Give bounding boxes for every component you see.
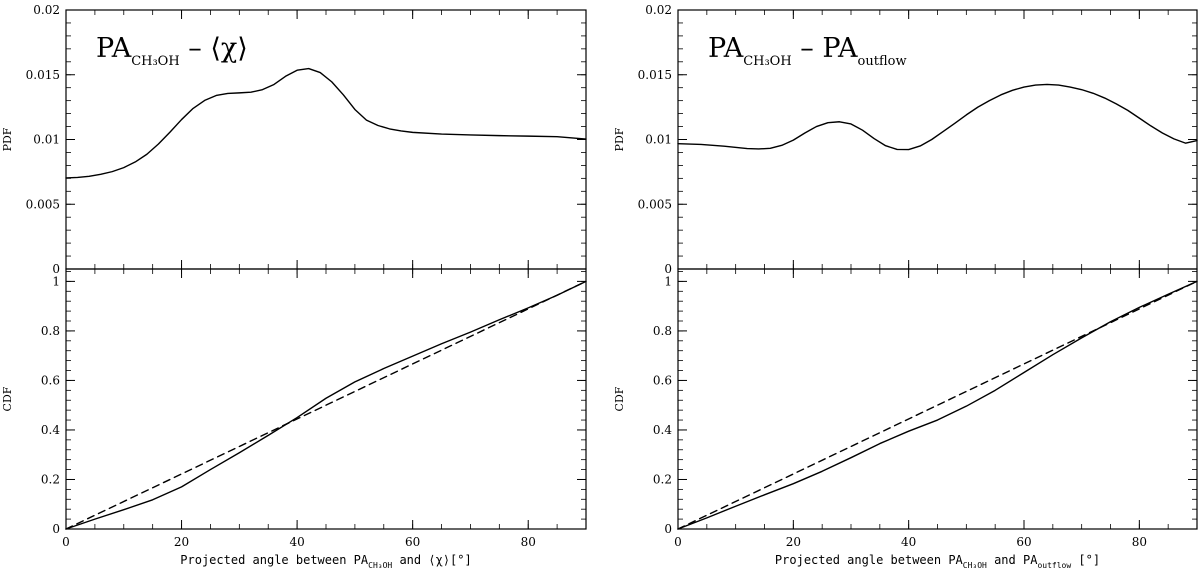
cdf-ytick-label: 0.4 <box>41 423 60 437</box>
pdf-subplot: 0 0.005 0.01 0.015 0.02 PDF <box>613 3 1198 276</box>
cdf-xtick-label: 20 <box>174 535 189 549</box>
cdf-xtick-label: 0 <box>62 535 70 549</box>
cdf-xtick-label: 80 <box>521 535 536 549</box>
cdf-ytick-label: 0.8 <box>41 324 60 338</box>
cdf-ytick-label: 0.2 <box>653 472 672 486</box>
cdf-xtick-label: 0 <box>674 535 682 549</box>
cdf-xtick-label: 40 <box>901 535 916 549</box>
cdf-subplot: 0 0.2 0.4 0.6 0.8 1 0 20 40 60 80 CDF <box>613 268 1198 549</box>
cdf-xtick-label: 20 <box>786 535 801 549</box>
pdf-subplot: 0 0.005 0.01 0.015 0.02 PDF <box>1 3 587 276</box>
pdf-ytick-label: 0.015 <box>638 68 672 82</box>
cdf-ytick-label: 0.4 <box>653 423 672 437</box>
x-axis-label: Projected angle between PACH₃OH and PAou… <box>775 553 1100 570</box>
cdf-xtick-label: 60 <box>405 535 420 549</box>
cdf-series-line-solid <box>65 280 587 530</box>
pdf-ytick-label: 0.01 <box>645 133 672 147</box>
cdf-ylabel: CDF <box>613 386 626 411</box>
pdf-ytick-label: 0 <box>52 262 60 276</box>
pdf-ytick-label: 0.01 <box>33 133 60 147</box>
pdf-ytick-label: 0.015 <box>26 68 60 82</box>
x-axis-label: Projected angle between PACH₃OH and ⟨χ⟩[… <box>180 553 471 570</box>
cdf-ytick-label: 0 <box>52 522 60 536</box>
cdf-ytick-label: 1 <box>52 274 60 288</box>
pdf-ylabel: PDF <box>1 127 14 151</box>
cdf-ytick-label: 1 <box>664 274 672 288</box>
cdf-ytick-label: 0.8 <box>653 324 672 338</box>
cdf-ytick-label: 0 <box>664 522 672 536</box>
cdf-xtick-label: 40 <box>289 535 304 549</box>
cdf-ytick-label: 0.6 <box>41 373 60 387</box>
cdf-series-line-solid <box>677 280 1198 530</box>
pdf-ytick-label: 0.02 <box>645 3 672 17</box>
cdf-series-line-dashed <box>65 280 587 530</box>
cdf-subplot: 0 0.2 0.4 0.6 0.8 1 0 20 40 60 80 CDF <box>1 268 587 549</box>
cdf-axes-frame <box>677 268 1198 530</box>
panel-title: PACH₃OH – PAoutflow <box>708 33 907 69</box>
cdf-series-line-dashed <box>677 280 1198 530</box>
pdf-axes-frame <box>65 9 587 270</box>
cdf-ytick-label: 0.6 <box>653 373 672 387</box>
pdf-ytick-label: 0.02 <box>33 3 60 17</box>
pdf-ylabel: PDF <box>613 127 626 151</box>
cdf-ylabel: CDF <box>1 386 14 411</box>
cdf-ytick-label: 0.2 <box>41 472 60 486</box>
cdf-xtick-label: 80 <box>1132 535 1147 549</box>
pdf-ytick-label: 0.005 <box>638 197 672 211</box>
panel-title: PACH₃OH – ⟨χ⟩ <box>96 33 248 69</box>
cdf-xtick-label: 60 <box>1016 535 1031 549</box>
pdf-series-line-solid <box>65 67 587 179</box>
pdf-axes-frame <box>677 9 1198 270</box>
pdf-series-line-solid <box>677 83 1198 151</box>
pdf-ytick-label: 0.005 <box>26 197 60 211</box>
pdf-ytick-label: 0 <box>664 262 672 276</box>
